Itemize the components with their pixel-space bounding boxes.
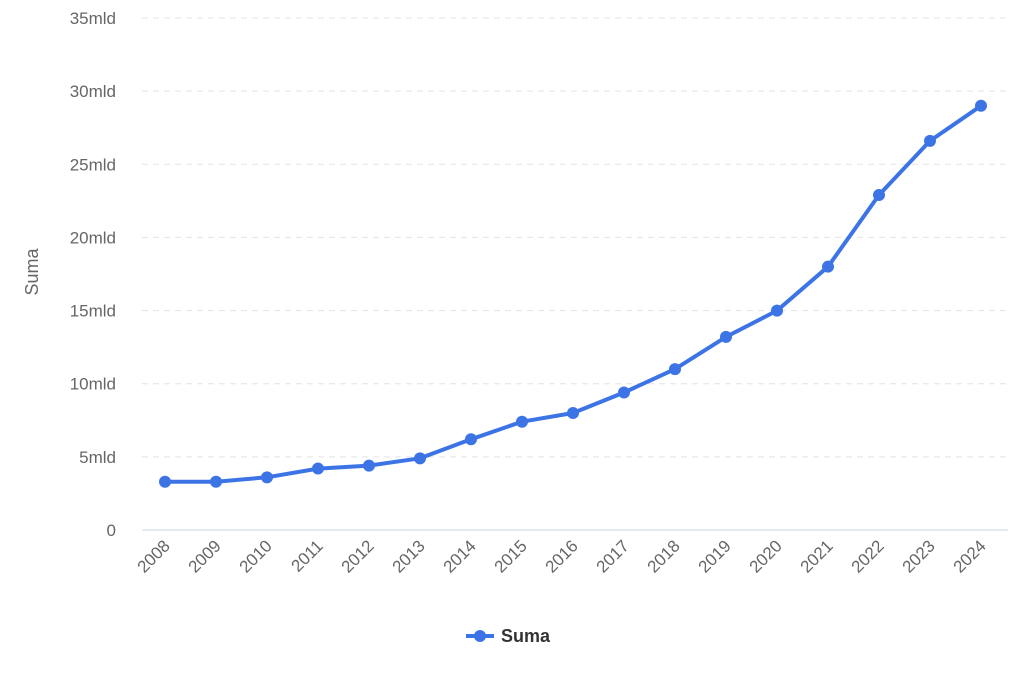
- data-point-2012[interactable]: [363, 459, 375, 472]
- y-tick-label: 5mld: [79, 448, 116, 467]
- data-point-2013[interactable]: [414, 452, 426, 465]
- data-point-2024[interactable]: [975, 99, 987, 112]
- x-tick-label: 2014: [440, 536, 480, 576]
- y-tick-label: 10mld: [70, 375, 116, 394]
- x-tick-label: 2010: [236, 536, 276, 576]
- y-tick-label: 15mld: [70, 302, 116, 321]
- x-tick-label: 2018: [644, 536, 684, 576]
- data-point-2022[interactable]: [873, 189, 885, 202]
- x-tick-label: 2015: [491, 536, 531, 576]
- series-line: [163, 103, 983, 484]
- y-tick-label: 35mld: [70, 9, 116, 28]
- data-point-2016[interactable]: [567, 406, 579, 419]
- x-tick-label: 2022: [848, 536, 888, 576]
- x-tick-label: 2011: [288, 536, 327, 575]
- data-point-2021[interactable]: [822, 260, 834, 273]
- x-tick-label: 2023: [899, 536, 939, 576]
- y-axis-title: Suma: [22, 248, 42, 296]
- x-axis-ticks: 2008 2009 2010 2011 2012 2013 2014 2015 2016 2017…: [134, 536, 990, 576]
- data-point-2020[interactable]: [771, 304, 783, 317]
- x-tick-label: 2016: [542, 536, 582, 576]
- data-point-2011[interactable]: [312, 462, 324, 475]
- x-tick-label: 2013: [389, 536, 429, 576]
- x-tick-label: 2019: [695, 536, 735, 576]
- y-tick-label: 30mld: [70, 82, 116, 101]
- data-point-2008[interactable]: [159, 475, 171, 488]
- data-point-2009[interactable]: [210, 475, 222, 488]
- x-tick-label: 2024: [950, 536, 990, 576]
- y-tick-label: 0: [107, 521, 116, 540]
- data-point-2014[interactable]: [465, 433, 477, 446]
- data-point-2015[interactable]: [516, 415, 528, 428]
- data-point-2019[interactable]: [720, 330, 732, 343]
- data-point-2023[interactable]: [924, 134, 936, 147]
- x-tick-label: 2008: [134, 536, 174, 576]
- x-tick-label: 2021: [797, 536, 837, 576]
- data-point-2018[interactable]: [669, 363, 681, 376]
- x-tick-label: 2009: [185, 536, 225, 576]
- y-tick-label: 20mld: [70, 228, 116, 247]
- legend-label: Suma: [501, 626, 551, 646]
- x-tick-label: 2012: [338, 536, 378, 576]
- data-point-2010[interactable]: [261, 471, 273, 484]
- y-axis-ticks: 0 5mld 10mld 15mld 20mld 25mld 30mld 35mld: [70, 9, 116, 540]
- y-tick-label: 25mld: [70, 155, 116, 174]
- data-point-2017[interactable]: [618, 386, 630, 399]
- series-suma: [159, 99, 987, 488]
- x-tick-label: 2017: [593, 536, 633, 576]
- legend[interactable]: Suma: [466, 626, 551, 646]
- x-tick-label: 2020: [746, 536, 786, 576]
- legend-marker: [474, 630, 486, 642]
- grid-lines: [142, 17, 1008, 531]
